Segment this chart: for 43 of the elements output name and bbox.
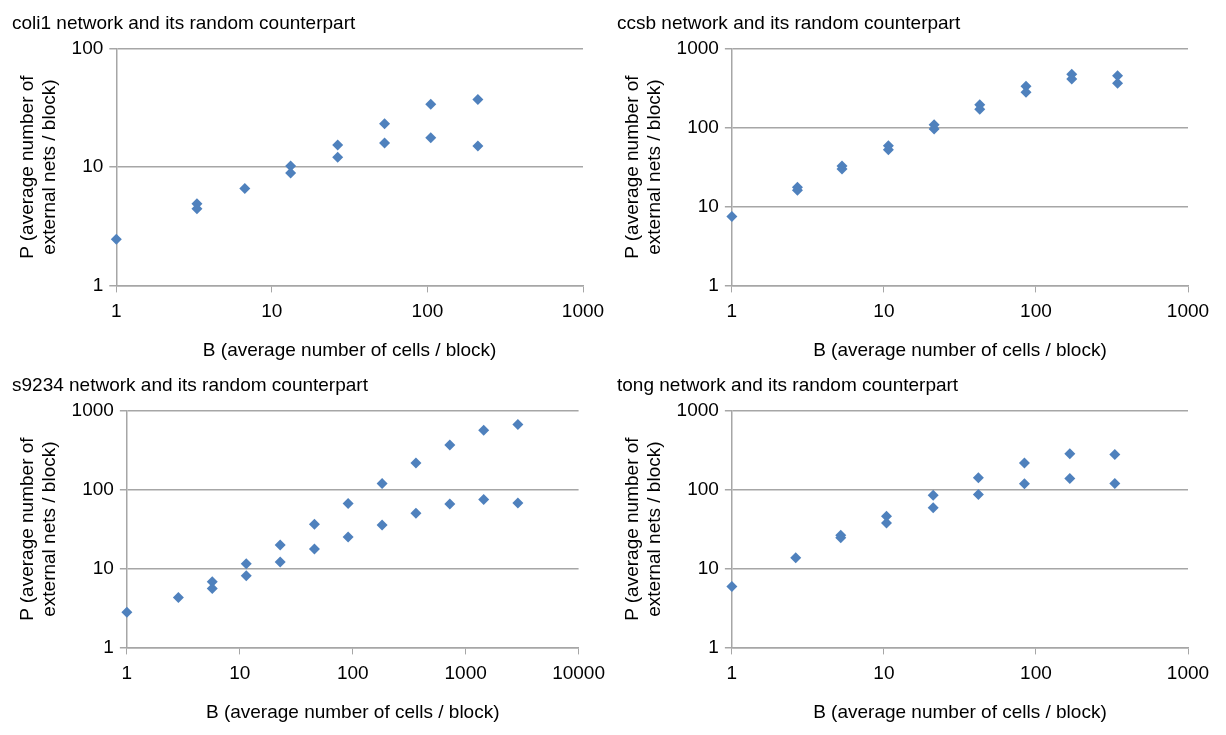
y-tick-label: 10	[697, 556, 719, 578]
x-tick-label: 1	[726, 662, 738, 684]
y-tick-label: 100	[687, 115, 719, 137]
x-tick-label: 100	[1020, 300, 1052, 322]
y-tick-label: 1000	[71, 399, 114, 421]
x-tick-label: 1	[726, 300, 738, 322]
x-tick-label: 1000	[561, 300, 605, 322]
x-tick-label: 10	[261, 300, 283, 322]
y-tick-label: 1000	[676, 399, 719, 421]
x-tick-label: 10000	[552, 662, 605, 684]
y-axis-title: P (average number of external nets / block)	[15, 74, 60, 259]
y-axis-title: P (average number of external nets / block)	[620, 74, 665, 259]
x-tick-label: 100	[1020, 662, 1052, 684]
chart-title: tong network and its random counterpart	[617, 373, 959, 395]
x-tick-label: 1000	[444, 662, 487, 684]
x-tick-label: 1000	[1166, 300, 1210, 322]
chart-title: coli1 network and its random counterpart	[12, 11, 356, 33]
y-tick-label: 100	[71, 37, 104, 59]
x-tick-label: 10	[229, 662, 251, 684]
chart-title: s9234 network and its random counterpart	[12, 373, 369, 395]
chart-title: ccsb network and its random counterpart	[617, 11, 961, 33]
x-tick-label: 10	[873, 300, 895, 322]
y-tick-label: 10	[82, 155, 104, 177]
x-tick-label: 100	[411, 300, 444, 322]
y-tick-label: 10	[92, 556, 114, 578]
y-tick-label: 1	[708, 635, 719, 657]
y-tick-label: 1	[103, 635, 114, 657]
y-axis-title: P (average number of external nets / block)	[15, 436, 60, 621]
y-tick-label: 1	[708, 273, 719, 295]
x-tick-label: 10	[873, 662, 895, 684]
y-tick-label: 100	[687, 477, 719, 499]
y-tick-label: 100	[82, 477, 114, 499]
y-tick-label: 1	[92, 273, 104, 295]
x-tick-label: 100	[336, 662, 369, 684]
y-tick-label: 10	[697, 194, 719, 216]
x-axis-title: B (average number of cells / block)	[205, 700, 500, 722]
y-tick-label: 1000	[676, 37, 719, 59]
x-tick-label: 1	[121, 662, 133, 684]
y-axis-title: P (average number of external nets / block)	[620, 436, 665, 621]
x-axis-title: B (average number of cells / block)	[202, 338, 497, 360]
x-tick-label: 1000	[1166, 662, 1210, 684]
x-axis-title: B (average number of cells / block)	[813, 338, 1107, 360]
x-axis-title: B (average number of cells / block)	[813, 700, 1107, 722]
